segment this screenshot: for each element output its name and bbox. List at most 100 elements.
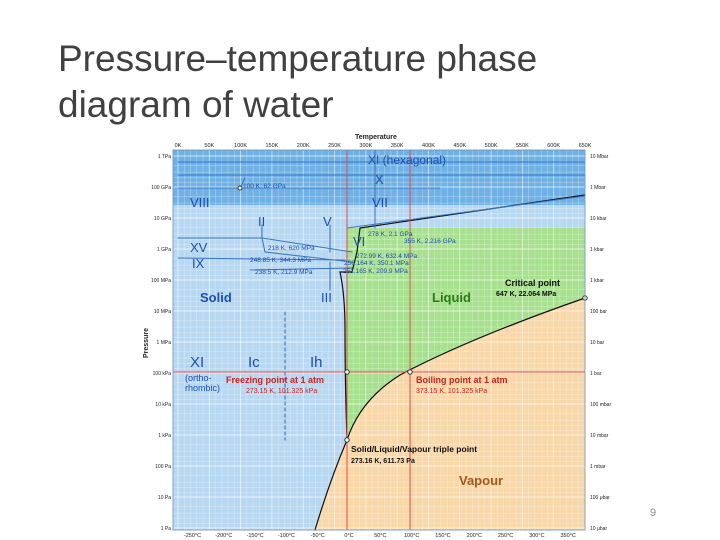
boiling-point-title: Boiling point at 1 atm [416,375,508,385]
label-xv: XV [190,240,208,255]
point-251k: 251.165 K, 209.9 MPa [343,268,408,275]
slide-number: 9 [650,507,657,519]
tick-label-top: 600K [547,143,560,149]
label-ic: Ic [248,354,260,371]
label-ix: IX [192,256,205,271]
temperature-header: Temperature [355,134,397,141]
tick-label-top: 250K [328,143,341,149]
tick-label-bottom: -200°C [215,533,232,539]
reference-lines [173,150,585,530]
tick-label-right: 1 mbar [590,464,606,470]
tick-label-right: 10 kbar [590,216,607,222]
label-xi-hexagonal: XI (hexagonal) [368,153,446,167]
label-rhombic: rhombic) [185,383,220,393]
point-100k-62gpa: 100 K, 62 GPa [243,183,286,190]
tick-label-top: 0K [175,143,182,149]
critical-point-detail: 647 K, 22.064 MPa [496,291,556,298]
label-solid: Solid [200,290,232,305]
sublimation-vaporization-curve [314,297,586,531]
x-xi-boundary [177,161,586,176]
point-labels: 100 K, 62 GPa 278 K, 2.1 GPa 355 K, 2.21… [243,183,456,276]
critical-point-title: Critical point [505,278,560,288]
label-v: V [323,214,332,229]
tick-label-left: 100 GPa [151,185,171,191]
tick-label-right: 1 Mbar [590,185,606,191]
boiling-point-marker [407,369,413,375]
triple-point-title: Solid/Liquid/Vapour triple point [351,444,477,454]
tick-label-right: 10 μbar [590,526,607,532]
critical-point-label: Critical point 647 K, 22.064 MPa [496,278,560,298]
boundary-lines [177,149,586,531]
tick-label-left: 1 Pa [161,526,172,532]
boiling-point-label: Boiling point at 1 atm 373.15 K, 101.325… [416,375,508,395]
phase-labels: XI (hexagonal) X VIII VII II V VI XV IX … [185,153,446,393]
tick-label-bottom: 0°C [344,533,353,539]
freezing-point-marker [344,369,350,375]
freezing-point-detail: 273.15 K, 101.325 kPa [246,388,317,395]
tick-label-right: 100 μbar [590,495,610,501]
label-vapour: Vapour [459,473,503,488]
boiling-point-detail: 373.15 K, 101.325 kPa [416,388,487,395]
grid-lines [173,150,586,530]
tick-label-bottom: 350°C [561,533,576,539]
tick-label-top: 650K [579,143,592,149]
tick-label-right: 1 kbar [590,278,604,284]
point-248k: 248.85 K, 344.3 MPa [250,257,311,264]
tick-label-left: 100 Pa [155,464,171,470]
tick-label-top: 550K [516,143,529,149]
triple-point-marker [344,437,350,443]
tick-label-right: 1 bar [590,371,602,377]
tick-label-bottom: 250°C [498,533,513,539]
triple-point-label: Solid/Liquid/Vapour triple point 273.16 … [351,444,477,465]
tick-label-right: 10 bar [590,340,605,346]
tick-label-bottom: -50°C [311,533,325,539]
tick-label-left: 100 kPa [153,371,172,377]
freezing-point-label: Freezing point at 1 atm 273.15 K, 101.32… [226,375,324,395]
tick-label-left: 1 TPa [158,154,171,160]
label-ii: II [258,214,265,229]
point-256k: 256.164 K, 350.1 MPa [344,260,409,267]
label-iii: III [321,290,332,305]
tick-label-left: 1 MPa [157,340,172,346]
tick-label-top: 150K [265,143,278,149]
tick-label-right: 1 kbar [590,247,604,253]
freezing-point-title: Freezing point at 1 atm [226,375,324,385]
tick-label-left: 10 MPa [154,309,171,315]
vapour-region [315,298,585,530]
tick-label-bottom: 100°C [404,533,419,539]
tick-label-right: 100 mbar [590,402,611,408]
tick-label-bottom: 150°C [435,533,450,539]
label-x: X [375,172,384,187]
tick-label-top: 450K [453,143,466,149]
tick-label-bottom: -150°C [247,533,264,539]
tick-label-bottom: -250°C [184,533,201,539]
tick-label-bottom: 300°C [529,533,544,539]
vi-vii-boundary [346,195,586,229]
tick-label-top: 50K [204,143,214,149]
tick-label-top: 200K [297,143,310,149]
tick-label-left: 10 kPa [155,402,171,408]
point-278k: 278 K, 2.1 GPa [368,231,413,238]
tick-label-top: 500K [485,143,498,149]
melting-curve [339,194,586,441]
point-218k: 218 K, 620 MPa [268,245,315,252]
tick-label-bottom: 50°C [374,533,386,539]
point-355k: 355 K, 2.216 GPa [404,238,456,245]
ice-phase-boundaries [177,224,353,271]
tick-label-left: 100 MPa [151,278,171,284]
triple-point-detail: 273.16 K, 611.73 Pa [351,458,415,465]
label-vi: VI [353,234,365,249]
label-ih: Ih [310,354,323,371]
label-viii: VIII [190,195,210,210]
tick-label-left: 10 GPa [154,216,171,222]
tick-label-left: 10 Pa [158,495,171,501]
pressure-axis-label: Pressure [143,328,150,358]
tick-label-right: 10 mbar [590,433,609,439]
liquid-region [345,228,585,440]
plot-frame [172,149,586,531]
label-liquid: Liquid [432,290,471,305]
label-xi-orthorhombic: XI [190,354,204,371]
high-pressure-solid-region [173,150,585,205]
tick-label-left: 1 GPa [157,247,171,253]
